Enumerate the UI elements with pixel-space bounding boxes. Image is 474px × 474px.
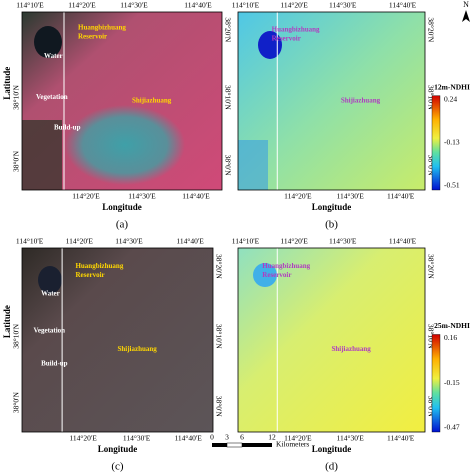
right-tick-label: 38°10'N bbox=[426, 85, 435, 110]
north-label: N bbox=[463, 0, 469, 9]
top-tick-label: 114°20'E bbox=[280, 1, 308, 10]
map-annotation: Vegetation bbox=[33, 326, 65, 334]
bottom-tick-label: 114°30'E bbox=[123, 434, 151, 443]
x-axis-title: Longitude bbox=[98, 444, 138, 454]
top-tick-label: 114°10'E bbox=[232, 1, 260, 10]
map-annotation: Shijiazhuang bbox=[341, 97, 381, 105]
map-frame bbox=[237, 247, 426, 433]
map-frame bbox=[21, 247, 214, 433]
top-tick-label: 114°20'E bbox=[68, 1, 96, 10]
panel-label: (d) bbox=[325, 461, 338, 473]
left-tick-label: 38°0'N bbox=[12, 150, 21, 172]
top-tick-label: 114°40'E bbox=[184, 1, 212, 10]
right-tick-label: 38°0'N bbox=[214, 396, 223, 418]
map-frame bbox=[237, 11, 426, 191]
left-tick-label: 38°10'N bbox=[12, 323, 21, 348]
right-tick-label: 38°20'N bbox=[426, 254, 435, 279]
left-tick-label: 38°10'N bbox=[12, 84, 21, 109]
map-frame bbox=[21, 11, 223, 191]
colorbar-label: 0.16 bbox=[444, 333, 457, 342]
top-tick-label: 114°40'E bbox=[176, 237, 204, 246]
x-axis-title: Longitude bbox=[312, 202, 352, 212]
right-tick-label: 38°20'N bbox=[426, 17, 435, 42]
bottom-tick-label: 114°30'E bbox=[336, 192, 364, 201]
map-annotation: Build-up bbox=[54, 123, 81, 131]
top-tick-label: 114°30'E bbox=[120, 1, 148, 10]
map-annotation: Water bbox=[41, 290, 60, 298]
scale-unit: Kilometers bbox=[276, 440, 309, 449]
colorbar-label: 0.24 bbox=[444, 94, 457, 103]
right-tick-label: 38°0'N bbox=[223, 155, 232, 177]
bottom-tick-label: 114°40'E bbox=[387, 192, 415, 201]
right-tick-label: 38°10'N bbox=[214, 324, 223, 349]
scale-bar bbox=[212, 442, 272, 448]
top-tick-label: 114°10'E bbox=[16, 237, 44, 246]
top-tick-label: 114°30'E bbox=[329, 1, 357, 10]
colorbar-title: 12m-NDHI bbox=[434, 82, 470, 91]
colorbar-label: -0.51 bbox=[444, 181, 460, 190]
right-tick-label: 38°10'N bbox=[426, 324, 435, 349]
top-tick-label: 114°10'E bbox=[232, 237, 260, 246]
bottom-tick-label: 114°30'E bbox=[128, 192, 156, 201]
map-annotation: Reservoir bbox=[78, 33, 107, 41]
image-d bbox=[238, 248, 425, 432]
top-tick-label: 114°40'E bbox=[389, 1, 417, 10]
map-annotation: Reservoir bbox=[262, 271, 291, 279]
bottom-tick-label: 114°20'E bbox=[284, 434, 312, 443]
x-axis-title: Longitude bbox=[312, 444, 352, 454]
bottom-tick-label: 114°20'E bbox=[72, 192, 100, 201]
scale-tick-label: 3 bbox=[225, 433, 229, 442]
panel-label: (b) bbox=[325, 219, 338, 231]
map-annotation: Shijiazhuang bbox=[332, 345, 372, 353]
map-annotation: Huangbizhuang bbox=[272, 25, 320, 33]
map-annotation: Reservoir bbox=[272, 34, 301, 42]
right-tick-label: 38°10'N bbox=[223, 85, 232, 110]
map-annotation: Huangbizhuang bbox=[75, 262, 123, 270]
colorbar-label: -0.47 bbox=[444, 423, 460, 432]
right-tick-label: 38°20'N bbox=[223, 17, 232, 42]
panel-label: (c) bbox=[111, 461, 124, 473]
y-axis-title: Latitude bbox=[2, 67, 12, 100]
colorbar bbox=[431, 334, 441, 433]
colorbar-label: -0.15 bbox=[444, 378, 460, 387]
map-annotation: Huangbizhuang bbox=[78, 24, 126, 32]
map-annotation: Water bbox=[44, 52, 63, 60]
y-axis-title: Latitude bbox=[2, 305, 12, 338]
bottom-tick-label: 114°40'E bbox=[387, 434, 415, 443]
bottom-tick-label: 114°20'E bbox=[284, 192, 312, 201]
image-b bbox=[238, 12, 425, 190]
map-annotation: Shijiazhuang bbox=[132, 97, 172, 105]
scale-tick-label: 0 bbox=[210, 433, 214, 442]
map-annotation: Vegetation bbox=[36, 93, 68, 101]
right-tick-label: 38°20'N bbox=[214, 254, 223, 279]
map-annotation: Build-up bbox=[41, 360, 68, 368]
top-tick-label: 114°30'E bbox=[115, 237, 143, 246]
scale-tick-label: 6 bbox=[240, 433, 244, 442]
right-tick-label: 38°0'N bbox=[426, 155, 435, 177]
top-tick-label: 114°10'E bbox=[16, 1, 44, 10]
map-annotation: Reservoir bbox=[75, 271, 104, 279]
right-tick-label: 38°0'N bbox=[426, 396, 435, 418]
colorbar-title: 25m-NDHI bbox=[434, 321, 470, 330]
bottom-tick-label: 114°30'E bbox=[336, 434, 364, 443]
bottom-tick-label: 114°20'E bbox=[69, 434, 97, 443]
image-a bbox=[22, 12, 222, 190]
north-arrow: N bbox=[462, 0, 470, 22]
map-annotation: Shijiazhuang bbox=[118, 345, 158, 353]
scale-tick-label: 12 bbox=[268, 433, 276, 442]
colorbar-label: -0.13 bbox=[444, 138, 460, 147]
top-tick-label: 114°20'E bbox=[66, 237, 94, 246]
x-axis-title: Longitude bbox=[102, 202, 142, 212]
colorbar bbox=[431, 95, 441, 191]
bottom-tick-label: 114°40'E bbox=[182, 192, 210, 201]
image-c bbox=[22, 248, 213, 432]
bottom-tick-label: 114°40'E bbox=[174, 434, 202, 443]
left-tick-label: 38°0'N bbox=[12, 391, 21, 413]
top-tick-label: 114°40'E bbox=[389, 237, 417, 246]
top-tick-label: 114°20'E bbox=[280, 237, 308, 246]
map-annotation: Huangbizhuang bbox=[262, 262, 310, 270]
panel-label: (a) bbox=[116, 219, 129, 231]
top-tick-label: 114°30'E bbox=[329, 237, 357, 246]
